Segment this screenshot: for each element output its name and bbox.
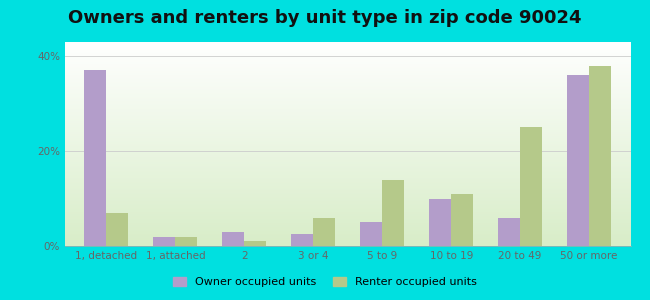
Bar (429, 199, 451, 246)
Bar (107, 213, 129, 246)
Bar (291, 234, 313, 246)
Bar (498, 218, 520, 246)
Legend: Owner occupied units, Renter occupied units: Owner occupied units, Renter occupied un… (168, 272, 482, 291)
Bar (222, 232, 244, 246)
Bar (360, 222, 382, 246)
Text: Owners and renters by unit type in zip code 90024: Owners and renters by unit type in zip c… (68, 9, 582, 27)
Bar (313, 218, 335, 246)
Bar (589, 66, 611, 246)
Bar (153, 236, 176, 246)
Bar (520, 128, 542, 246)
Bar (451, 194, 473, 246)
Bar (84, 70, 107, 246)
Bar (567, 75, 589, 246)
Bar (382, 180, 404, 246)
Bar (244, 241, 266, 246)
Bar (176, 236, 198, 246)
